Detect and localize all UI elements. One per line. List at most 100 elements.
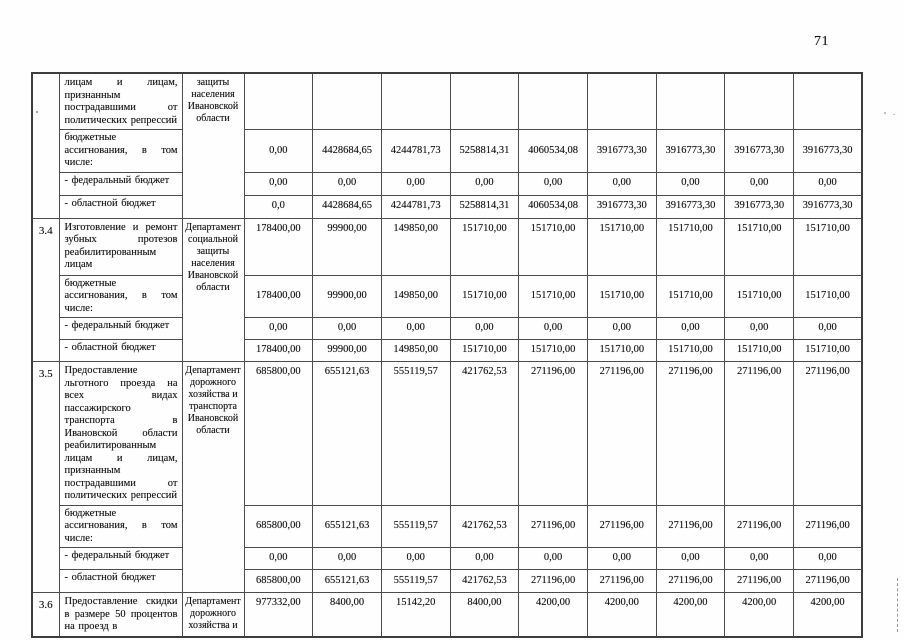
value-cell: 0,00 — [380, 317, 451, 340]
value-cell: 149850,00 — [380, 339, 451, 362]
value-cell: 271196,00 — [724, 361, 794, 506]
value-cell: 5258814,31 — [449, 129, 520, 173]
value-cell: 271196,00 — [793, 504, 863, 548]
value-cell — [586, 72, 657, 130]
value-cell: 4200,00 — [793, 592, 863, 637]
value-cell: 151710,00 — [518, 274, 588, 318]
value-cell: 685800,00 — [243, 569, 314, 593]
value-cell: 271196,00 — [586, 504, 657, 548]
value-cell: 4200,00 — [518, 592, 588, 637]
subrow-label: - областной бюджет — [58, 194, 183, 219]
value-cell: 271196,00 — [724, 569, 794, 593]
subrow-label: бюджетные ассигнования, в том числе: — [58, 504, 183, 548]
value-cell: 151710,00 — [586, 217, 657, 276]
value-cell: 151710,00 — [655, 217, 726, 276]
value-cell: 271196,00 — [518, 504, 588, 548]
subrow-label: бюджетные ассигнования, в том числе: — [58, 129, 183, 173]
value-cell: 0,00 — [312, 171, 382, 196]
value-cell: 3916773,30 — [586, 194, 657, 219]
measure-description: Изготовление и ремонт зубных протезов ре… — [58, 217, 183, 276]
value-cell: 271196,00 — [655, 361, 726, 506]
value-cell: 3916773,30 — [724, 194, 794, 219]
measure-description: Предоставление льготного проезда на всех… — [58, 361, 183, 506]
value-cell: 0,00 — [586, 547, 657, 570]
value-cell: 151710,00 — [449, 217, 520, 276]
value-cell: 271196,00 — [793, 361, 863, 506]
value-cell: 8400,00 — [449, 592, 520, 637]
scan-artifact-dot — [884, 112, 886, 114]
value-cell: 151710,00 — [586, 339, 657, 362]
value-cell: 151710,00 — [793, 339, 863, 362]
value-cell: 3916773,30 — [724, 129, 794, 173]
value-cell: 151710,00 — [724, 274, 794, 318]
row-number — [31, 72, 60, 219]
value-cell: 0,00 — [655, 317, 726, 340]
value-cell: 0,00 — [724, 317, 794, 340]
value-cell: 4244781,73 — [380, 194, 451, 219]
measure-description: Предоставление скидки в размере 50 проце… — [58, 592, 183, 637]
subrow-label: - федеральный бюджет — [58, 547, 183, 570]
value-cell: 271196,00 — [518, 569, 588, 593]
value-cell: 685800,00 — [243, 504, 314, 548]
value-cell: 0,00 — [518, 547, 588, 570]
value-cell: 0,00 — [724, 171, 794, 196]
value-cell: 4428684,65 — [312, 194, 382, 219]
value-cell: 655121,63 — [312, 569, 382, 593]
page-number: 71 — [814, 34, 829, 49]
department-cell: Департамент дорожного хозяйства и — [181, 592, 245, 637]
value-cell: 0,00 — [243, 317, 314, 340]
value-cell: 151710,00 — [793, 217, 863, 276]
value-cell: 149850,00 — [380, 274, 451, 318]
value-cell: 271196,00 — [518, 361, 588, 506]
value-cell: 0,00 — [243, 129, 314, 173]
value-cell: 655121,63 — [312, 361, 382, 506]
value-cell: 0,00 — [312, 547, 382, 570]
value-cell: 3916773,30 — [655, 194, 726, 219]
value-cell: 3916773,30 — [655, 129, 726, 173]
value-cell: 4200,00 — [586, 592, 657, 637]
value-cell: 99900,00 — [312, 274, 382, 318]
row-number: 3.6 — [31, 592, 60, 637]
value-cell: 3916773,30 — [793, 129, 863, 173]
scan-artifact-dot — [36, 111, 38, 113]
value-cell: 4060534,08 — [518, 194, 588, 219]
value-cell: 4200,00 — [655, 592, 726, 637]
department-cell: защиты населения Ивановской области — [181, 72, 245, 219]
value-cell: 151710,00 — [449, 339, 520, 362]
value-cell: 151710,00 — [724, 217, 794, 276]
value-cell: 178400,00 — [243, 217, 314, 276]
department-cell: Департамент дорожного хозяйства и трансп… — [181, 361, 245, 593]
scan-artifact-line — [897, 578, 898, 632]
value-cell: 151710,00 — [793, 274, 863, 318]
value-cell: 178400,00 — [243, 339, 314, 362]
value-cell: 151710,00 — [518, 217, 588, 276]
subrow-label: - федеральный бюджет — [58, 317, 183, 340]
value-cell: 0,00 — [793, 547, 863, 570]
department-cell: Департамент социальной защиты населения … — [181, 217, 245, 362]
value-cell: 0,0 — [243, 194, 314, 219]
value-cell: 0,00 — [449, 547, 520, 570]
value-cell: 685800,00 — [243, 361, 314, 506]
value-cell: 149850,00 — [380, 217, 451, 276]
value-cell: 99900,00 — [312, 339, 382, 362]
value-cell: 0,00 — [793, 171, 863, 196]
value-cell: 271196,00 — [586, 569, 657, 593]
value-cell: 555119,57 — [380, 504, 451, 548]
value-cell: 271196,00 — [586, 361, 657, 506]
value-cell: 0,00 — [586, 317, 657, 340]
value-cell: 151710,00 — [518, 339, 588, 362]
value-cell: 271196,00 — [793, 569, 863, 593]
value-cell: 0,00 — [724, 547, 794, 570]
value-cell: 151710,00 — [655, 339, 726, 362]
value-cell — [243, 72, 314, 130]
value-cell: 8400,00 — [312, 592, 382, 637]
value-cell — [655, 72, 726, 130]
value-cell: 4200,00 — [724, 592, 794, 637]
budget-table: лицам и лицам, признанным пострадавшими … — [31, 72, 864, 638]
value-cell: 3916773,30 — [586, 129, 657, 173]
value-cell: 3916773,30 — [793, 194, 863, 219]
value-cell: 151710,00 — [586, 274, 657, 318]
value-cell: 5258814,31 — [449, 194, 520, 219]
value-cell: 0,00 — [243, 171, 314, 196]
value-cell — [380, 72, 451, 130]
